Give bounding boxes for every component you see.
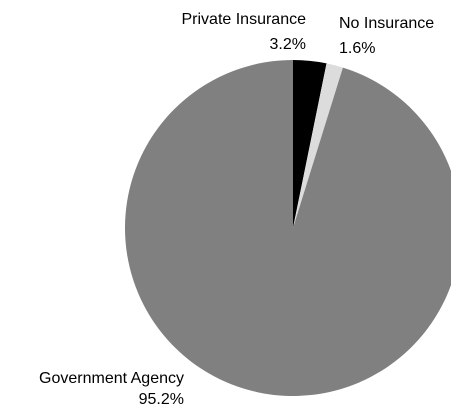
slice-label-government-agency: Government Agency	[39, 370, 184, 387]
pie-slices	[125, 60, 451, 396]
pie-slice-government-agency	[125, 60, 451, 396]
pie-slice-no-insurance	[293, 63, 343, 228]
slice-value-government-agency: 95.2%	[139, 391, 184, 408]
slice-value-no-insurance: 1.6%	[339, 40, 375, 57]
slice-label-private-insurance: Private Insurance	[181, 11, 306, 28]
slice-label-no-insurance: No Insurance	[339, 15, 434, 32]
pie-slice-private-insurance	[293, 60, 327, 228]
slice-value-private-insurance: 3.2%	[270, 36, 306, 53]
